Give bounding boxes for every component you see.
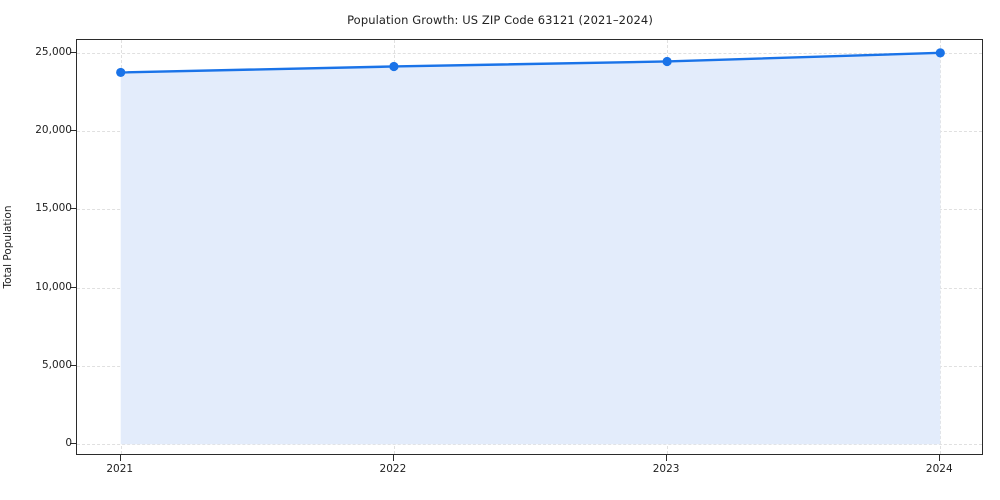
y-axis-title: Total Population bbox=[2, 205, 14, 289]
line-population bbox=[119, 51, 942, 74]
y-tick-label: 5,000 bbox=[41, 358, 72, 371]
y-tick-label: 0 bbox=[65, 437, 72, 450]
data-point-marker bbox=[662, 56, 672, 67]
gridline-vertical bbox=[940, 40, 942, 454]
chart-title: Population Growth: US ZIP Code 63121 (20… bbox=[347, 13, 653, 27]
gridline-horizontal bbox=[77, 52, 982, 54]
series-layer bbox=[116, 48, 945, 445]
x-tick-mark bbox=[119, 455, 121, 461]
x-tick-label: 2024 bbox=[925, 463, 953, 475]
gridline-horizontal bbox=[77, 444, 982, 446]
data-point-marker bbox=[389, 61, 399, 72]
y-tick-label: 15,000 bbox=[35, 202, 72, 215]
y-tick-label: 10,000 bbox=[35, 280, 72, 293]
area-fill-population bbox=[120, 52, 941, 445]
x-tick-label: 2021 bbox=[106, 463, 134, 475]
x-tick-label: 2023 bbox=[652, 463, 680, 475]
data-point-marker bbox=[935, 48, 945, 58]
data-point-markers bbox=[116, 48, 945, 78]
x-tick-mark bbox=[939, 455, 941, 461]
plot-area bbox=[76, 39, 983, 455]
y-tick-label: 20,000 bbox=[35, 123, 72, 136]
x-tick-label: 2022 bbox=[379, 463, 407, 475]
x-tick-mark bbox=[666, 455, 668, 461]
y-tick-label: 25,000 bbox=[35, 45, 72, 58]
data-point-marker bbox=[116, 67, 126, 78]
x-tick-mark bbox=[392, 455, 394, 461]
